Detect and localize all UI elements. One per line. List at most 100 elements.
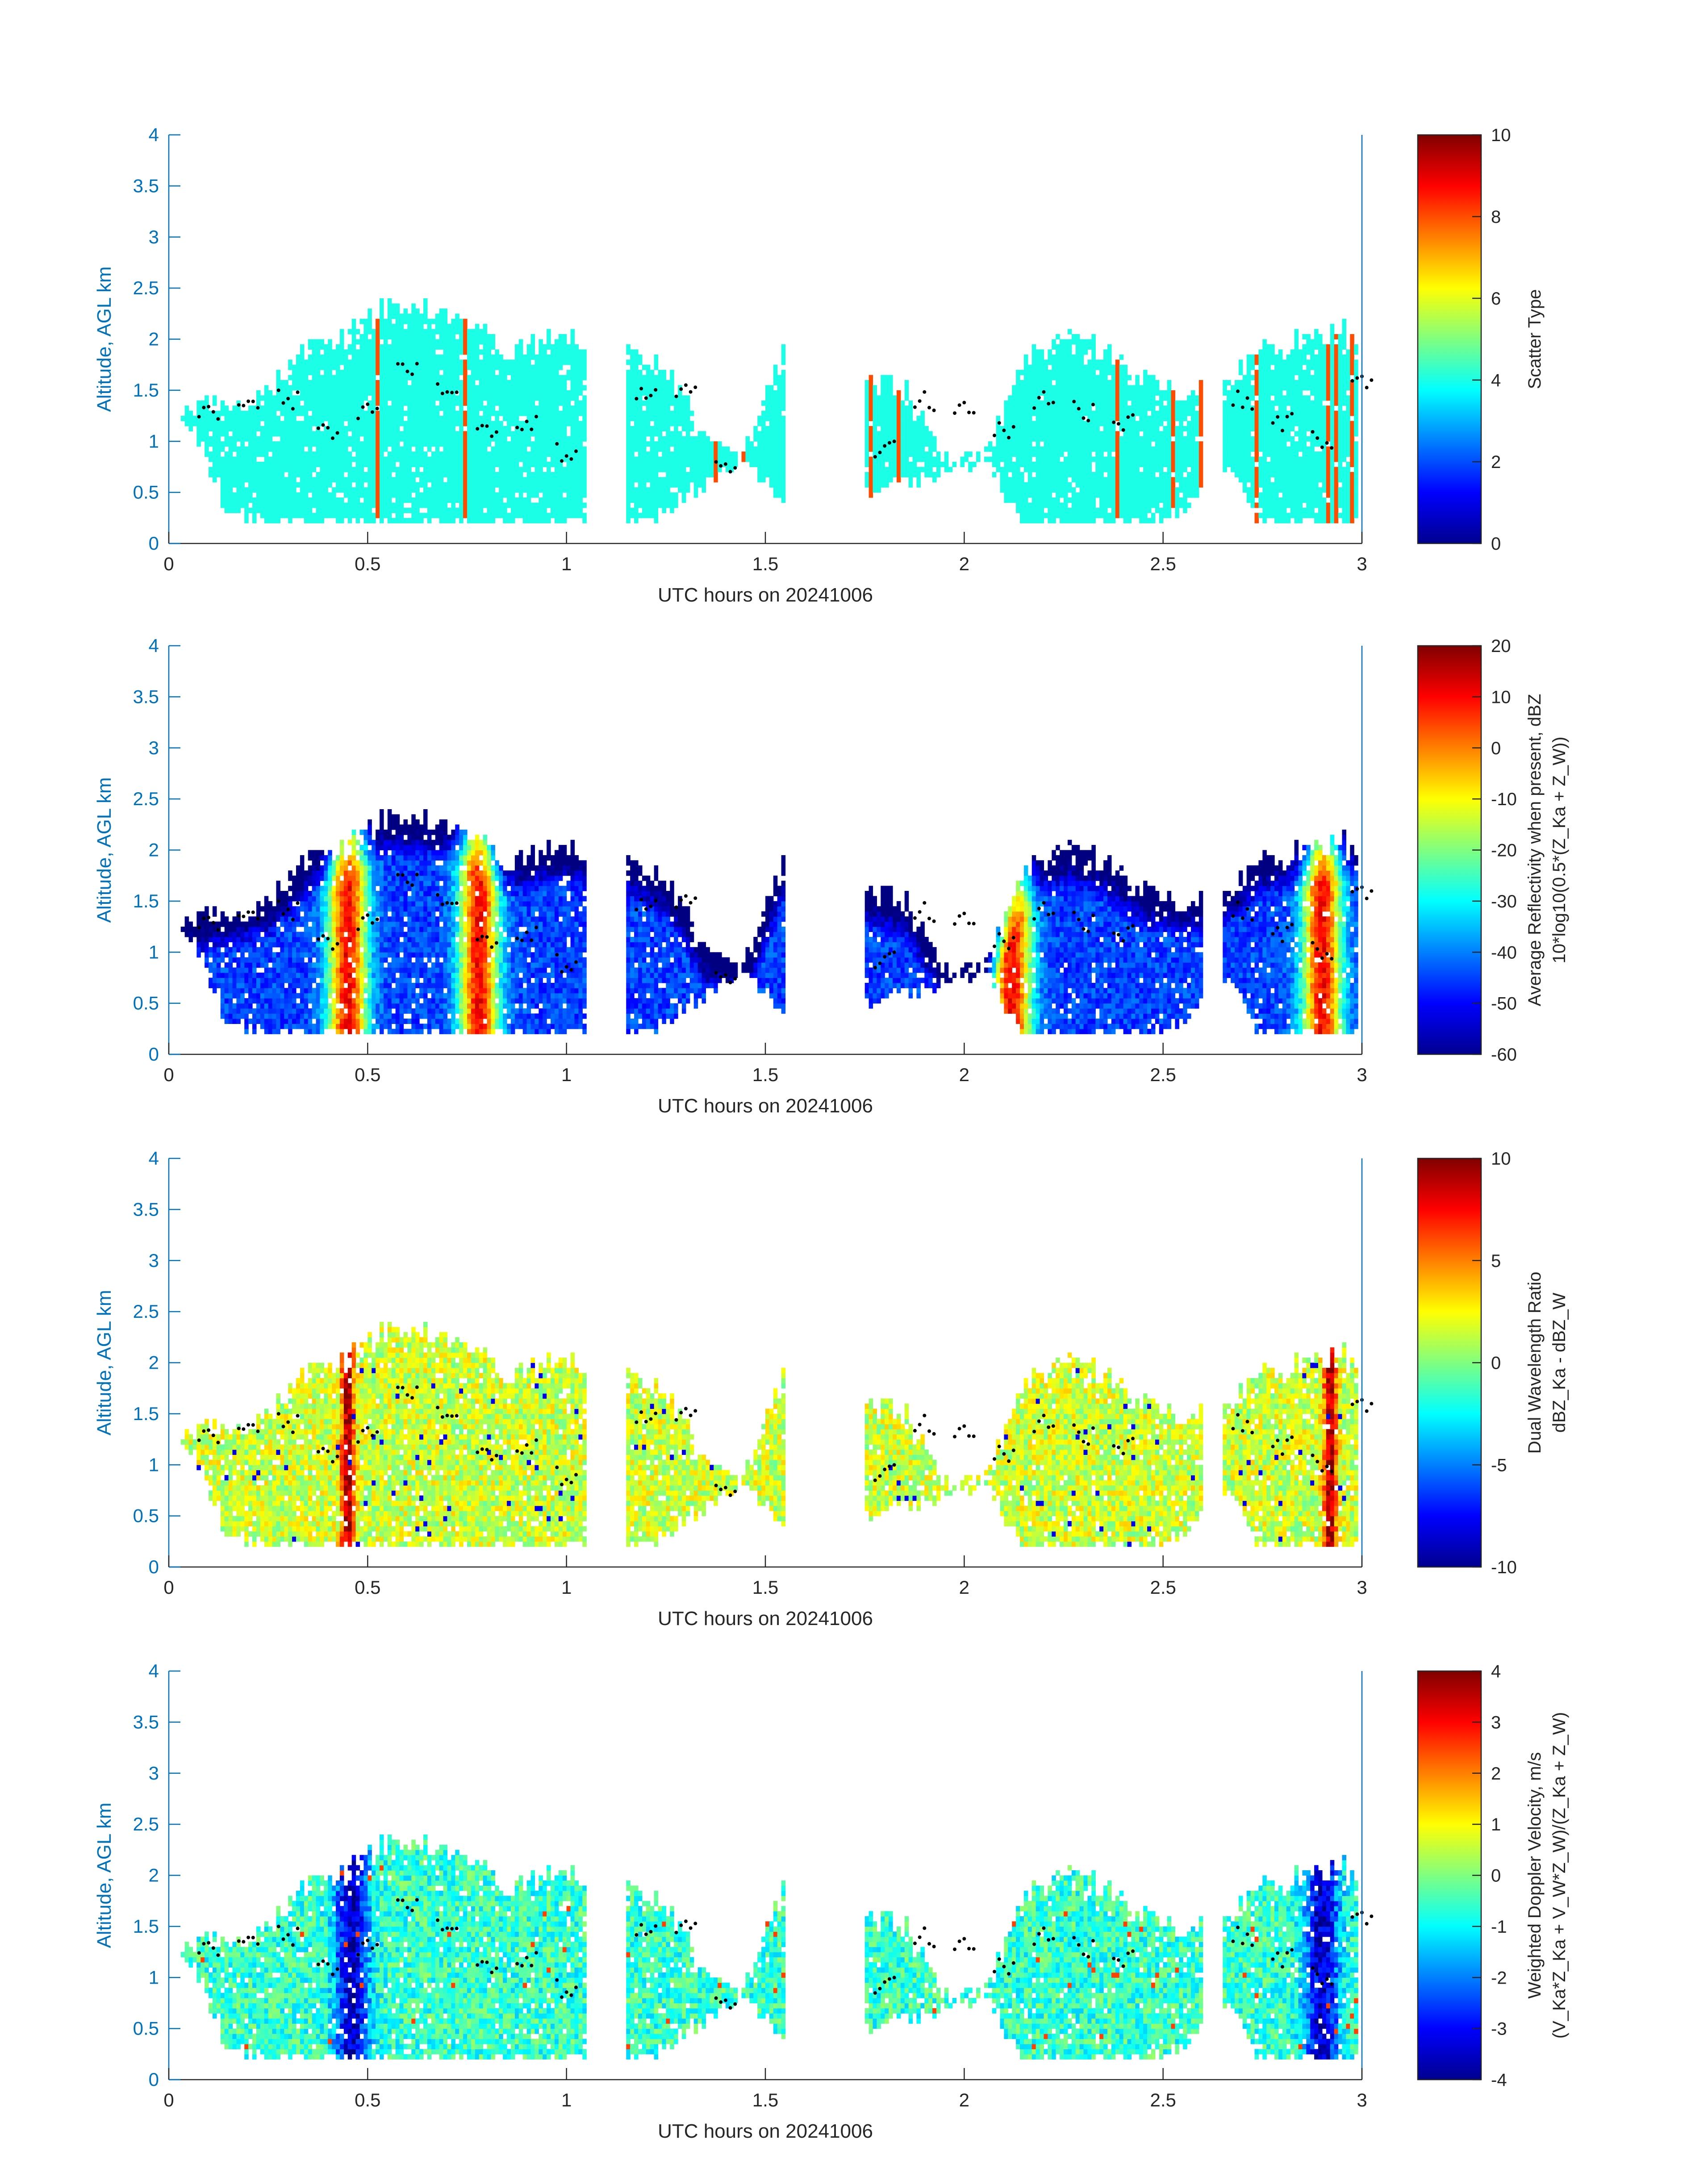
heatmap-cell <box>1040 508 1044 513</box>
heatmap-cell <box>451 518 455 523</box>
heatmap-cell <box>296 482 301 488</box>
heatmap-cell <box>491 451 495 457</box>
heatmap-cell <box>435 508 440 513</box>
heatmap-cell <box>1064 472 1068 477</box>
heatmap-cell <box>578 380 583 385</box>
heatmap-cell <box>523 375 527 380</box>
heatmap-cell <box>411 355 416 360</box>
heatmap-cell <box>340 344 344 350</box>
heatmap-cell <box>435 487 440 493</box>
heatmap-cell <box>519 359 523 365</box>
heatmap-cell <box>352 472 356 477</box>
heatmap-cell <box>1004 497 1008 503</box>
heatmap-cell <box>1032 436 1036 442</box>
heatmap-cell <box>555 416 559 421</box>
heatmap-cell <box>547 365 551 370</box>
heatmap-cell <box>1044 472 1048 477</box>
heatmap-cell <box>670 411 674 416</box>
heatmap-cell <box>1056 431 1060 436</box>
heatmap-cell <box>1111 416 1116 421</box>
heatmap-cell <box>1103 405 1108 411</box>
heatmap-cell <box>312 482 317 488</box>
heatmap-cell <box>344 405 348 411</box>
heatmap-cell <box>1072 431 1076 436</box>
heatmap-cell <box>578 370 583 375</box>
heatmap-cell <box>523 518 527 523</box>
heatmap-cell <box>300 421 305 426</box>
heatmap-cell <box>1091 447 1096 452</box>
heatmap-cell <box>284 493 288 498</box>
heatmap-cell <box>1028 380 1032 385</box>
heatmap-cell <box>626 487 631 493</box>
heatmap-cell <box>730 457 734 462</box>
heatmap-cell <box>332 467 336 472</box>
heatmap-cell <box>1040 385 1044 390</box>
heatmap-cell <box>865 411 869 416</box>
heatmap-cell <box>1095 472 1100 477</box>
heatmap-cell <box>384 513 388 518</box>
heatmap-cell <box>459 319 464 324</box>
heatmap-cell <box>427 405 432 411</box>
heatmap-cell <box>443 416 448 421</box>
heatmap-cell <box>638 426 643 431</box>
heatmap-cell <box>332 441 336 447</box>
heatmap-cell <box>650 441 655 447</box>
heatmap-cell <box>1064 421 1068 426</box>
heatmap-cell <box>276 487 280 493</box>
heatmap-cell <box>515 503 519 508</box>
heatmap-cell <box>363 385 368 390</box>
heatmap-cell <box>221 487 225 493</box>
heatmap-cell <box>507 401 511 406</box>
heatmap-cell <box>634 365 639 370</box>
heatmap-cell <box>276 451 280 457</box>
heatmap-cell <box>455 401 459 406</box>
heatmap-cell <box>396 431 400 436</box>
heatmap-cell <box>451 503 455 508</box>
heatmap-cell <box>901 421 905 426</box>
heatmap-cell <box>471 426 476 431</box>
heatmap-cell <box>547 518 551 523</box>
heatmap-cell <box>217 447 221 452</box>
heatmap-cell <box>865 401 869 406</box>
heatmap-cell <box>280 503 284 508</box>
heatmap-cell <box>559 411 563 416</box>
heatmap-cell <box>312 497 317 503</box>
heatmap-cell <box>571 349 575 355</box>
heatmap-cell <box>388 349 392 355</box>
heatmap-cell <box>336 375 340 380</box>
heatmap-cell <box>360 503 364 508</box>
heatmap-cell <box>1052 477 1056 482</box>
heatmap-cell <box>658 385 663 390</box>
heatmap-cell <box>475 462 480 467</box>
heatmap-cell <box>781 405 786 411</box>
heatmap-cell <box>777 472 782 477</box>
heatmap-cell <box>1044 405 1048 411</box>
heatmap-cell <box>578 390 583 396</box>
heatmap-cell <box>320 411 324 416</box>
heatmap-cell <box>236 508 241 513</box>
heatmap-cell <box>511 457 515 462</box>
heatmap-cell <box>563 395 567 401</box>
heatmap-cell <box>356 482 360 488</box>
heatmap-cell <box>483 390 488 396</box>
heatmap-cell <box>264 487 269 493</box>
heatmap-cell <box>1060 436 1064 442</box>
heatmap-cell <box>765 426 770 431</box>
heatmap-cell <box>1008 431 1012 436</box>
heatmap-cell <box>332 416 336 421</box>
heatmap-cell <box>773 365 778 370</box>
heatmap-cell <box>396 472 400 477</box>
heatmap-cell <box>348 467 352 472</box>
heatmap-cell <box>563 431 567 436</box>
heatmap-cell <box>1028 462 1032 467</box>
heatmap-cell <box>1056 513 1060 518</box>
heatmap-cell <box>229 508 233 513</box>
heatmap-cell <box>567 359 571 365</box>
heatmap-cell <box>348 518 352 523</box>
heatmap-cell <box>924 467 929 472</box>
heatmap-cell <box>666 497 670 503</box>
heatmap-cell <box>264 385 269 390</box>
heatmap-cell <box>1099 441 1104 447</box>
heatmap-cell <box>272 503 277 508</box>
heatmap-cell <box>296 457 301 462</box>
